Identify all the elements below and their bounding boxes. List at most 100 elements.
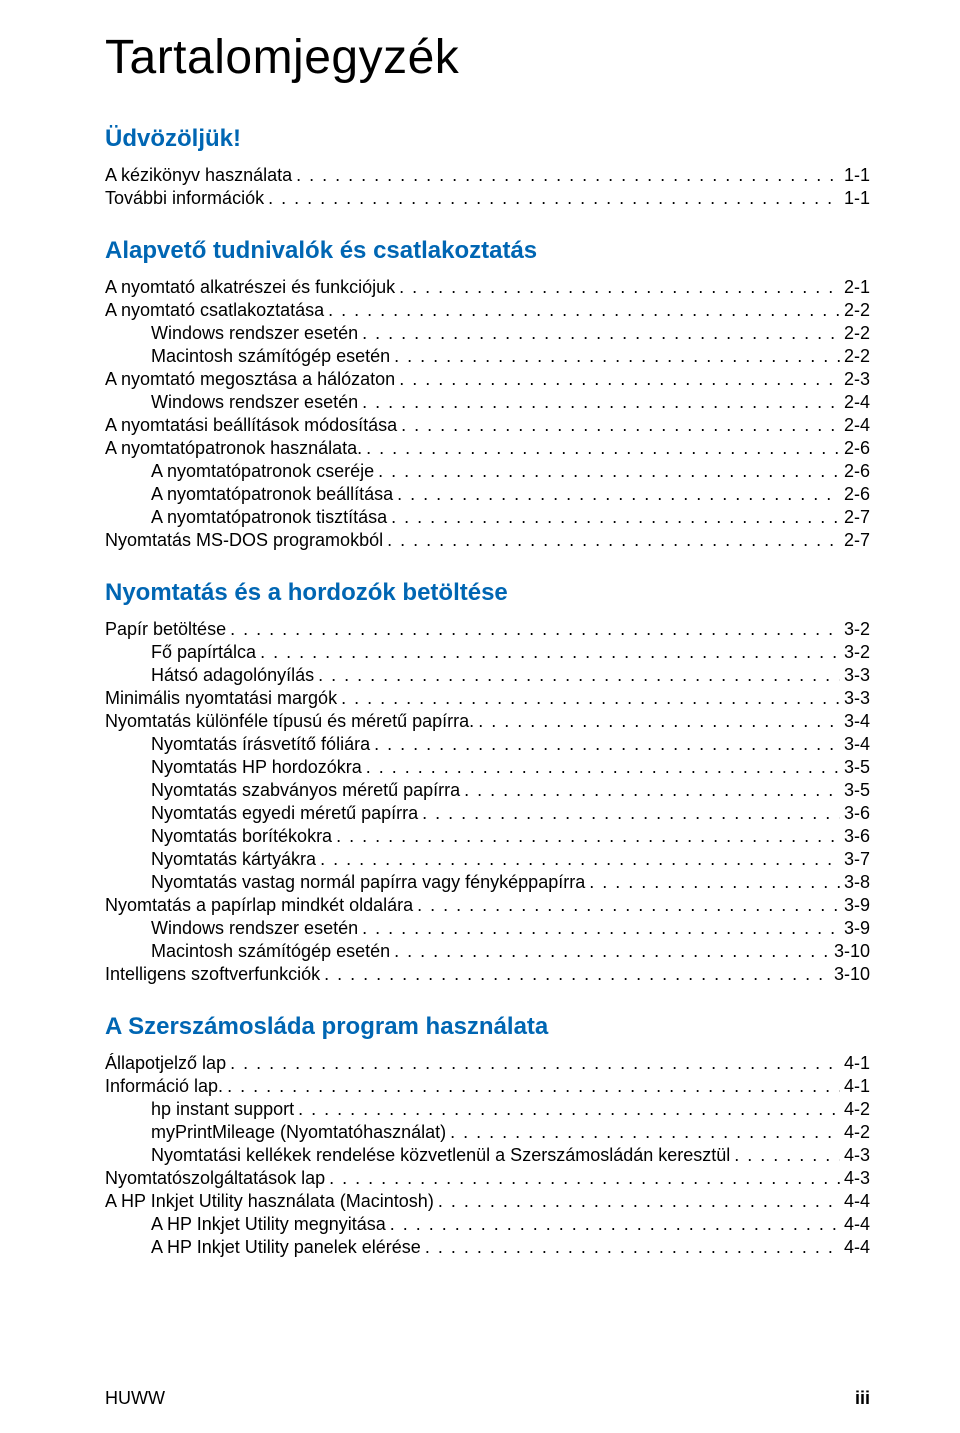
toc-entry-label: Fő papírtálca [151,642,256,663]
toc-leader-dots [260,642,840,663]
toc-leader-dots [378,461,840,482]
toc-entry-page: 2-6 [844,461,870,482]
toc-leader-dots [450,1122,840,1143]
toc-leader-dots [230,1053,840,1074]
toc-entry: Nyomtatás borítékokra 3-6 [105,826,870,847]
toc-leader-dots [320,849,840,870]
toc-entry-label: Minimális nyomtatási margók [105,688,337,709]
toc-entry-page: 4-2 [844,1099,870,1120]
toc-entry-label: A nyomtató megosztása a hálózaton [105,369,395,390]
toc-page: Tartalomjegyzék Üdvözöljük! A kézikönyv h… [0,0,960,1433]
toc-entry-label: Állapotjelző lap [105,1053,226,1074]
toc-leader-dots [394,346,840,367]
toc-leader-dots [391,507,840,528]
toc-entry-page: 2-4 [844,392,870,413]
toc-entry: Nyomtatás szabványos méretű papírra 3-5 [105,780,870,801]
toc-entry-label: Windows rendszer esetén [151,392,358,413]
toc-entry: hp instant support 4-2 [105,1099,870,1120]
toc-leader-dots [397,484,840,505]
toc-entry-page: 4-4 [844,1214,870,1235]
toc-entry-label: Nyomtatás kártyákra [151,849,316,870]
page-footer: HUWW iii [0,1388,960,1409]
toc-entry: Nyomtatószolgáltatások lap 4-3 [105,1168,870,1189]
toc-entry-label: A kézikönyv használata [105,165,292,186]
toc-entry-page: 2-3 [844,369,870,390]
toc-entry-page: 1-1 [844,188,870,209]
toc-entry-label: Nyomtatás szabványos méretű papírra [151,780,460,801]
toc-entry-page: 3-8 [844,872,870,893]
toc-entry-label: A nyomtató alkatrészei és funkciójuk [105,277,395,298]
toc-leader-dots [387,530,840,551]
page-title: Tartalomjegyzék [105,30,870,85]
toc-entry-page: 1-1 [844,165,870,186]
toc-entry-label: További információk [105,188,264,209]
toc-leader-dots [589,872,840,893]
toc-entry: Minimális nyomtatási margók3-3 [105,688,870,709]
toc-leader-dots [366,438,840,459]
toc-entry: Intelligens szoftverfunkciók 3-10 [105,964,870,985]
toc-entry-label: Nyomtatószolgáltatások lap [105,1168,325,1189]
section-heading: Nyomtatás és a hordozók betöltése [105,579,870,607]
toc-leader-dots [268,188,840,209]
toc-entry-label: Nyomtatás borítékokra [151,826,332,847]
toc-entry: Nyomtatás HP hordozókra3-5 [105,757,870,778]
toc-entry: Nyomtatási kellékek rendelése közvetlenü… [105,1145,870,1166]
toc-entry: További információk 1-1 [105,188,870,209]
toc-leader-dots [324,964,830,985]
toc-leader-dots [374,734,840,755]
toc-entry: myPrintMileage (Nyomtatóhasználat)4-2 [105,1122,870,1143]
toc-entry-page: 2-7 [844,530,870,551]
toc-entry-page: 2-4 [844,415,870,436]
toc-leader-dots [230,619,840,640]
toc-entry-page: 2-2 [844,346,870,367]
toc-entry: Windows rendszer esetén3-9 [105,918,870,939]
toc-entry: Nyomtatás a papírlap mindkét oldalára3-9 [105,895,870,916]
toc-entry: Nyomtatás MS-DOS programokból2-7 [105,530,870,551]
toc-entry-label: Nyomtatási kellékek rendelése közvetlenü… [151,1145,730,1166]
toc-leader-dots [366,757,840,778]
toc-entry: Hátsó adagolónyílás 3-3 [105,665,870,686]
toc-entry-page: 3-6 [844,803,870,824]
toc-entry-label: Hátsó adagolónyílás [151,665,314,686]
toc-leader-dots [417,895,840,916]
toc-leader-dots [362,918,840,939]
toc-leader-dots [296,165,840,186]
toc-leader-dots [399,277,840,298]
section-heading: A Szerszámosláda program használata [105,1013,870,1041]
toc-leader-dots [399,369,840,390]
toc-entry: A nyomtatópatronok beállítása2-6 [105,484,870,505]
toc-entry: A nyomtatási beállítások módosítása 2-4 [105,415,870,436]
toc-leader-dots [734,1145,840,1166]
toc-entry-page: 3-6 [844,826,870,847]
toc-leader-dots [422,803,840,824]
toc-entry-label: hp instant support [151,1099,294,1120]
toc-entry-page: 3-5 [844,780,870,801]
toc-entry: A HP Inkjet Utility használata (Macintos… [105,1191,870,1212]
toc-entry: Nyomtatás különféle típusú és méretű pap… [105,711,870,732]
toc-entry: A nyomtatópatronok tisztítása2-7 [105,507,870,528]
toc-entry: Windows rendszer esetén 2-4 [105,392,870,413]
toc-entry-label: Intelligens szoftverfunkciók [105,964,320,985]
toc-leader-dots [390,1214,840,1235]
toc-entry-label: A HP Inkjet Utility használata (Macintos… [105,1191,434,1212]
toc-entry-label: A HP Inkjet Utility panelek elérése [151,1237,421,1258]
toc-entry-label: Macintosh számítógép esetén [151,941,390,962]
toc-entry-label: A nyomtatási beállítások módosítása [105,415,397,436]
toc-entry-label: A HP Inkjet Utility megnyitása [151,1214,386,1235]
section-heading: Üdvözöljük! [105,125,870,153]
toc-entry-page: 3-10 [834,964,870,985]
section-heading: Alapvető tudnivalók és csatlakoztatás [105,237,870,265]
toc-entry-page: 3-3 [844,665,870,686]
toc-entry-page: 4-4 [844,1237,870,1258]
toc-entry: Macintosh számítógép esetén2-2 [105,346,870,367]
toc-entry-page: 4-1 [844,1076,870,1097]
toc-leader-dots [318,665,840,686]
toc-entry-page: 4-3 [844,1168,870,1189]
toc-leader-dots [341,688,840,709]
toc-entry-page: 3-10 [834,941,870,962]
toc-leader-dots [362,323,840,344]
toc-entry: A kézikönyv használata 1-1 [105,165,870,186]
toc-entry-page: 2-6 [844,438,870,459]
toc-leader-dots [336,826,840,847]
toc-entry-page: 4-4 [844,1191,870,1212]
